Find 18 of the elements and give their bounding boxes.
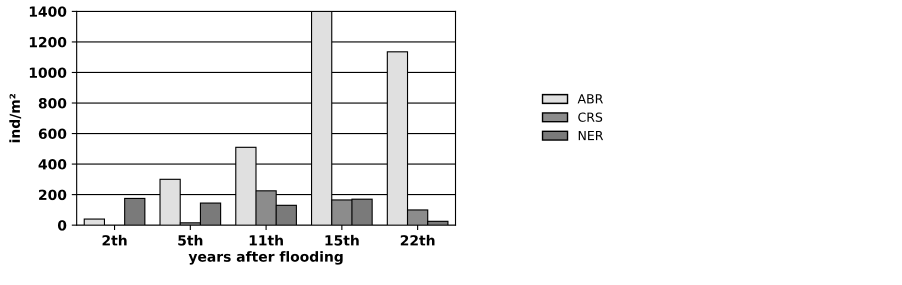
legend-label: ABR [578, 94, 603, 104]
x-tick-label: 5th [178, 234, 202, 246]
y-tick-label: 200 [39, 190, 66, 200]
y-tick-label: 1000 [30, 67, 66, 78]
x-tick-label: 15th [326, 234, 359, 246]
x-tick-label: 22th [400, 234, 434, 246]
y-tick-label: 400 [38, 159, 66, 170]
x-tick-label: 2th [102, 234, 127, 246]
legend-label: CRS [578, 112, 602, 122]
y-tick-label: 800 [38, 98, 66, 108]
x-tick-label: 11th [250, 234, 283, 246]
x-axis-title: years after flooding [188, 251, 343, 265]
y-axis-title: ind/m² [9, 94, 22, 142]
y-tick-label: 0 [58, 220, 66, 231]
y-tick-label: 1400 [30, 6, 66, 17]
y-tick-label: 1200 [30, 36, 66, 48]
y-tick-label: 600 [38, 128, 66, 140]
legend-label: NER [578, 130, 604, 140]
